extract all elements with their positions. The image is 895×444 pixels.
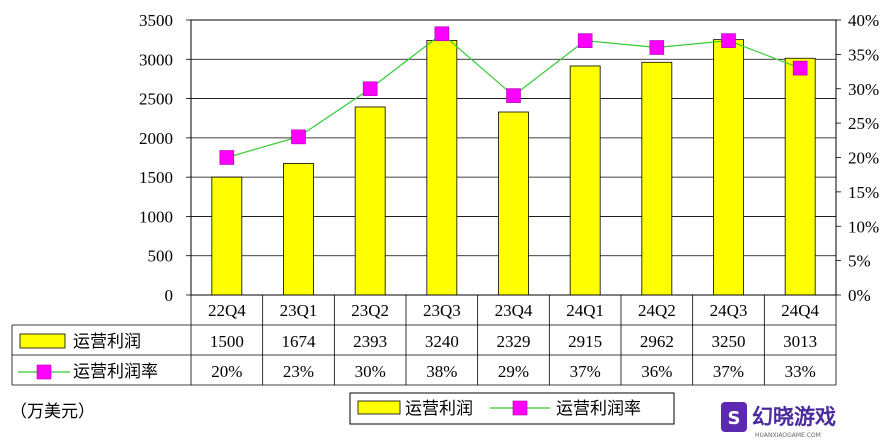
table-cell: 23% — [283, 362, 314, 381]
category-label: 23Q4 — [495, 301, 533, 320]
category-label: 24Q2 — [638, 301, 676, 320]
left-tick-label: 3500 — [139, 11, 173, 30]
table-cell: 37% — [713, 362, 744, 381]
left-tick-label: 2000 — [139, 129, 173, 148]
watermark-logo: S 幻晓游戏 HUANXIAOGAME.COM — [721, 402, 836, 439]
table-cell: 3013 — [783, 332, 817, 351]
category-label: 23Q1 — [280, 301, 318, 320]
margin-point-22Q4 — [219, 150, 235, 165]
legend-bar-label: 运营利润 — [405, 399, 473, 419]
legend-line-label: 运营利润率 — [556, 399, 641, 419]
margin-point-24Q2 — [649, 40, 665, 55]
table-cell: 20% — [211, 362, 242, 381]
left-tick-label: 500 — [148, 247, 174, 266]
bar-24Q1 — [569, 65, 601, 296]
margin-point-23Q3 — [434, 26, 450, 42]
table-cell: 3250 — [712, 332, 746, 351]
table-row-label: 运营利润 — [73, 332, 141, 352]
table-row-label: 运营利润率 — [73, 362, 158, 382]
svg-text:S: S — [728, 408, 741, 429]
left-tick-label: 1500 — [139, 168, 173, 187]
right-tick-label: 20% — [848, 149, 879, 168]
right-tick-label: 25% — [848, 114, 879, 133]
right-tick-label: 35% — [848, 45, 879, 64]
category-label: 23Q3 — [423, 301, 461, 320]
table-cell: 2329 — [497, 332, 531, 351]
table-cell: 2393 — [353, 332, 387, 351]
category-label: 24Q4 — [781, 301, 819, 320]
bar-24Q2 — [641, 61, 673, 296]
legend-bar-swatch — [357, 400, 401, 415]
table-cell: 38% — [426, 362, 457, 381]
right-tick-label: 10% — [848, 217, 879, 236]
table-cell: 2962 — [640, 332, 674, 351]
right-tick-label: 15% — [848, 183, 879, 202]
unit-label: （万美元） — [10, 402, 95, 422]
margin-point-23Q4 — [506, 88, 521, 103]
right-tick-label: 0% — [848, 286, 871, 305]
bar-24Q3 — [713, 39, 744, 296]
margin-point-24Q1 — [577, 33, 593, 48]
bar-22Q4 — [211, 176, 243, 296]
left-tick-label: 2500 — [139, 90, 173, 109]
watermark-text: 幻晓游戏 — [752, 405, 836, 429]
margin-point-23Q1 — [291, 129, 306, 145]
table-cell: 1500 — [210, 332, 244, 351]
category-label: 22Q4 — [208, 301, 246, 320]
bar-23Q4 — [498, 111, 529, 296]
right-tick-label: 30% — [848, 80, 879, 99]
margin-point-24Q4 — [792, 60, 808, 76]
margin-point-23Q2 — [362, 81, 378, 97]
table-cell: 29% — [498, 362, 529, 381]
category-label: 24Q3 — [710, 301, 748, 320]
table-line-marker — [36, 364, 52, 380]
table-cell: 30% — [355, 362, 386, 381]
table-cell: 37% — [570, 362, 601, 381]
table-cell: 33% — [785, 362, 816, 381]
category-label: 24Q1 — [566, 301, 604, 320]
table-cell: 3240 — [425, 332, 459, 351]
margin-point-24Q3 — [721, 33, 736, 48]
table-bar-swatch — [19, 333, 66, 349]
left-tick-label: 3000 — [139, 50, 173, 69]
table-cell: 2915 — [568, 332, 602, 351]
left-tick-label: 1000 — [139, 207, 173, 226]
bar-24Q4 — [784, 57, 816, 296]
bar-23Q2 — [354, 106, 386, 296]
legend-line-marker — [512, 400, 528, 416]
right-tick-label: 5% — [848, 252, 871, 271]
right-tick-label: 40% — [848, 11, 879, 30]
left-tick-label: 0 — [165, 286, 174, 305]
category-label: 23Q2 — [351, 301, 389, 320]
bar-23Q3 — [426, 40, 458, 296]
table-cell: 36% — [641, 362, 672, 381]
watermark-subtext: HUANXIAOGAME.COM — [755, 432, 821, 439]
bar-23Q1 — [283, 163, 314, 296]
table-cell: 1674 — [282, 332, 317, 351]
